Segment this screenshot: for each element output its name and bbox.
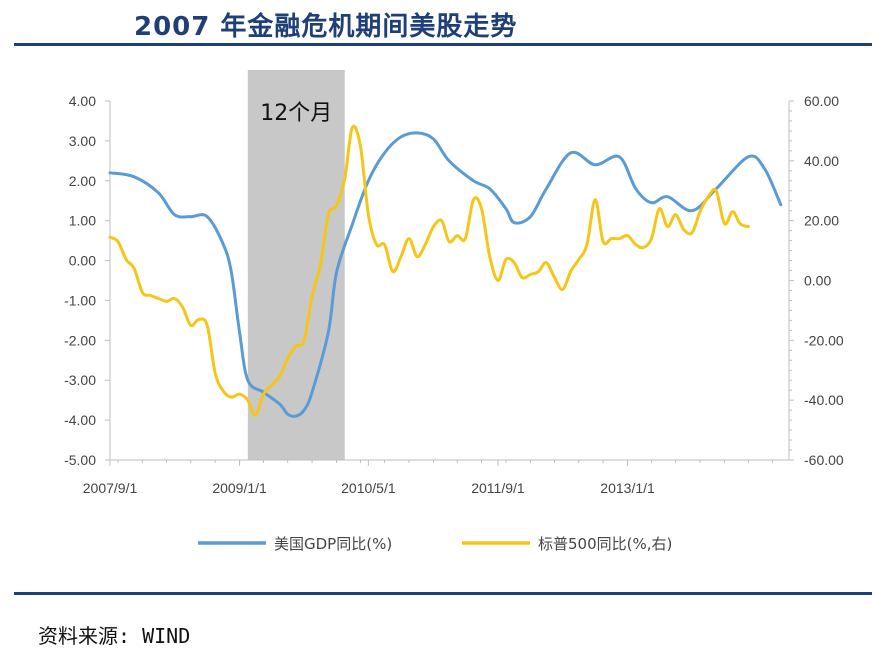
left-tick-label: 2.00 xyxy=(69,173,96,189)
left-tick-label: -3.00 xyxy=(64,372,96,388)
right-tick-label: -60.00 xyxy=(804,452,844,468)
legend-sp500-label: 标普500同比(%,右) xyxy=(538,535,672,553)
left-tick-label: -5.00 xyxy=(64,452,96,468)
shade-label: 12个月 xyxy=(260,101,332,126)
right-tick-label: -20.00 xyxy=(804,332,844,348)
sp500-series-line xyxy=(108,124,750,417)
left-tick-label: -2.00 xyxy=(64,332,96,348)
left-tick-label: 0.00 xyxy=(69,253,96,269)
right-tick-label: 0.00 xyxy=(804,273,831,289)
legend-gdp-label: 美国GDP同比(%) xyxy=(274,535,392,553)
right-tick-label: 20.00 xyxy=(804,213,839,229)
x-tick-label: 2011/9/1 xyxy=(471,480,525,496)
right-tick-label: 40.00 xyxy=(804,153,839,169)
left-tick-label: -4.00 xyxy=(64,412,96,428)
top-divider xyxy=(14,43,872,46)
series-lines xyxy=(108,124,783,418)
page-title: 2007 年金融危机期间美股走势 xyxy=(134,12,518,42)
right-tick-label: -40.00 xyxy=(804,392,844,408)
x-tick-label: 2013/1/1 xyxy=(600,480,655,496)
bottom-divider xyxy=(14,592,872,595)
x-tick-label: 2007/9/1 xyxy=(83,480,138,496)
left-tick-label: 1.00 xyxy=(69,213,96,229)
x-tick-label: 2010/5/1 xyxy=(341,480,396,496)
source-note: 资料来源: WIND xyxy=(38,624,191,648)
left-tick-label: 4.00 xyxy=(69,93,96,109)
axes: 4.00 3.00 2.00 1.00 0.00 -1.00 -2.00 -3.00 -4.00… xyxy=(64,93,844,496)
left-tick-label: 3.00 xyxy=(69,133,96,149)
legend: 美国GDP同比(%) 标普500同比(%,右) xyxy=(198,535,672,553)
x-tick-label: 2009/1/1 xyxy=(212,480,267,496)
gdp-series-line xyxy=(108,131,783,418)
left-tick-label: -1.00 xyxy=(64,292,96,308)
right-tick-label: 60.00 xyxy=(804,93,839,109)
